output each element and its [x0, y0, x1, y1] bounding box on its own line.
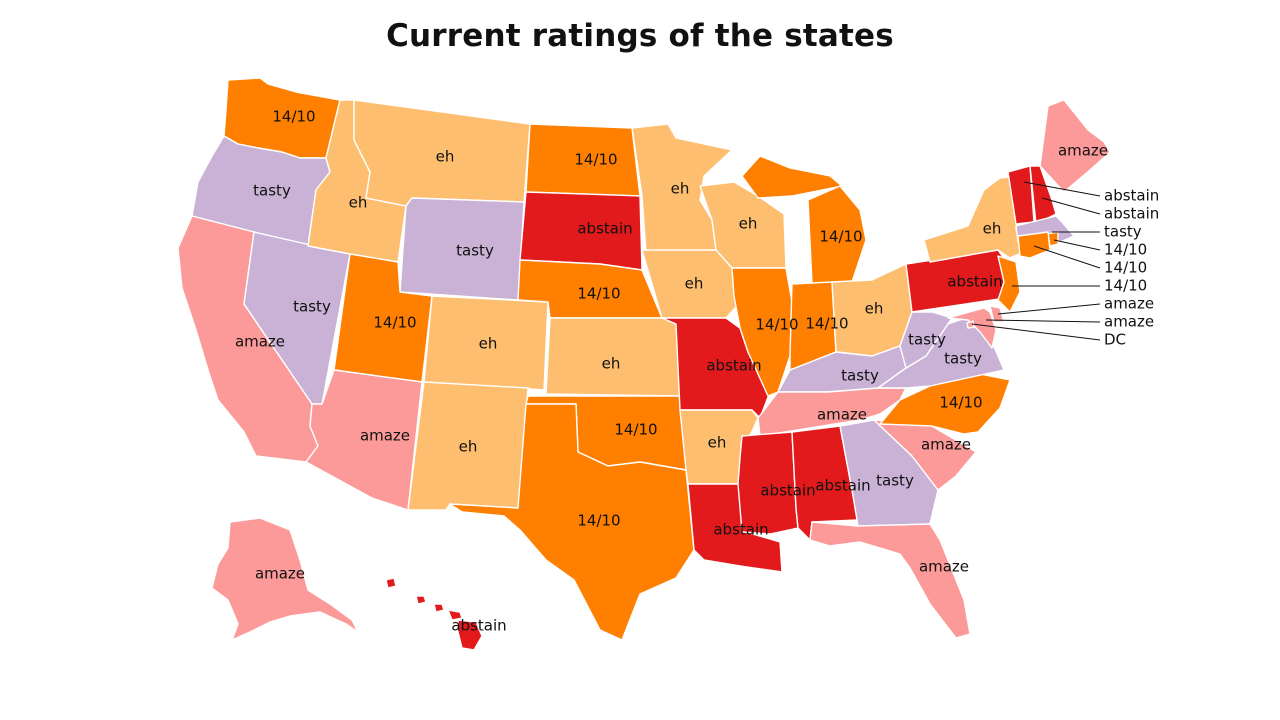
state-label-wv: tasty — [908, 331, 946, 349]
state-label-ri: 14/10 — [1104, 241, 1147, 259]
state-label-ms: abstain — [760, 482, 815, 500]
state-label-id: eh — [349, 194, 368, 212]
state-label-ne: 14/10 — [577, 285, 620, 303]
state-label-sc: amaze — [921, 436, 971, 454]
leader-line-md — [985, 319, 1101, 323]
state-label-ia: eh — [685, 275, 704, 293]
state-label-nv: tasty — [293, 298, 331, 316]
state-label-dc: DC — [1104, 331, 1126, 349]
state-label-ak: amaze — [255, 565, 305, 583]
label-leader-lines — [971, 181, 1101, 341]
state-label-tx: 14/10 — [577, 512, 620, 530]
state-mo — [661, 317, 771, 419]
state-label-de: amaze — [1104, 295, 1154, 313]
state-label-ar: eh — [708, 434, 727, 452]
map-title: Current ratings of the states — [386, 18, 894, 54]
state-label-hi: abstain — [451, 617, 506, 635]
state-label-nh: abstain — [1104, 205, 1159, 223]
state-dc — [966, 320, 975, 329]
leader-line-de — [997, 303, 1101, 315]
leader-line-ri — [1053, 239, 1101, 251]
state-labels: 14/10tastyamazetastyehehtasty14/10amazee… — [235, 108, 1159, 635]
state-label-wy: tasty — [456, 242, 494, 260]
state-de — [989, 305, 1005, 323]
state-label-oh: eh — [865, 300, 884, 318]
state-label-mt: eh — [436, 148, 455, 166]
state-az — [305, 369, 423, 511]
leader-line-vt — [1023, 181, 1101, 197]
state-ct — [1017, 231, 1051, 259]
state-label-mo: abstain — [706, 357, 761, 375]
state-hi — [385, 577, 483, 651]
state-il — [731, 267, 793, 397]
state-label-va: tasty — [944, 350, 982, 368]
state-label-co: eh — [479, 335, 498, 353]
state-label-or: tasty — [253, 182, 291, 200]
state-label-pa: abstain — [947, 273, 1002, 291]
state-co — [423, 295, 549, 391]
state-label-wa: 14/10 — [272, 108, 315, 126]
leader-line-ct — [1033, 245, 1101, 269]
state-label-me: amaze — [1058, 142, 1108, 160]
state-label-ok: 14/10 — [614, 421, 657, 439]
state-label-nj: 14/10 — [1104, 277, 1147, 295]
state-label-md: amaze — [1104, 313, 1154, 331]
state-label-ks: eh — [602, 355, 621, 373]
state-label-ma: tasty — [1104, 223, 1142, 241]
state-ak — [211, 517, 359, 641]
state-label-tn: amaze — [817, 406, 867, 424]
state-label-ny: eh — [983, 220, 1002, 238]
state-shapes — [177, 77, 1111, 651]
state-label-ca: amaze — [235, 333, 285, 351]
state-label-ga: tasty — [876, 472, 914, 490]
state-nh — [1029, 165, 1057, 225]
state-label-nd: 14/10 — [574, 151, 617, 169]
state-label-al: abstain — [815, 477, 870, 495]
state-label-mn: eh — [671, 180, 690, 198]
state-label-sd: abstain — [577, 220, 632, 238]
state-fl — [809, 521, 971, 639]
leader-line-dc — [971, 323, 1101, 341]
state-label-nm: eh — [459, 438, 478, 456]
state-wy — [399, 197, 525, 301]
state-label-ct: 14/10 — [1104, 259, 1147, 277]
state-label-la: abstain — [713, 521, 768, 539]
state-label-az: amaze — [360, 427, 410, 445]
leader-line-nh — [1041, 197, 1101, 215]
state-label-il: 14/10 — [755, 316, 798, 334]
state-label-ut: 14/10 — [373, 314, 416, 332]
state-label-mi: 14/10 — [819, 228, 862, 246]
state-tn — [757, 387, 907, 437]
state-tx — [449, 403, 695, 641]
state-me — [1039, 99, 1111, 193]
state-label-wi: eh — [739, 215, 758, 233]
state-label-in: 14/10 — [805, 315, 848, 333]
state-label-fl: amaze — [919, 558, 969, 576]
state-mn — [631, 123, 733, 253]
state-nj — [997, 255, 1021, 313]
state-label-nc: 14/10 — [939, 394, 982, 412]
state-label-ky: tasty — [841, 367, 879, 385]
state-label-vt: abstain — [1104, 187, 1159, 205]
